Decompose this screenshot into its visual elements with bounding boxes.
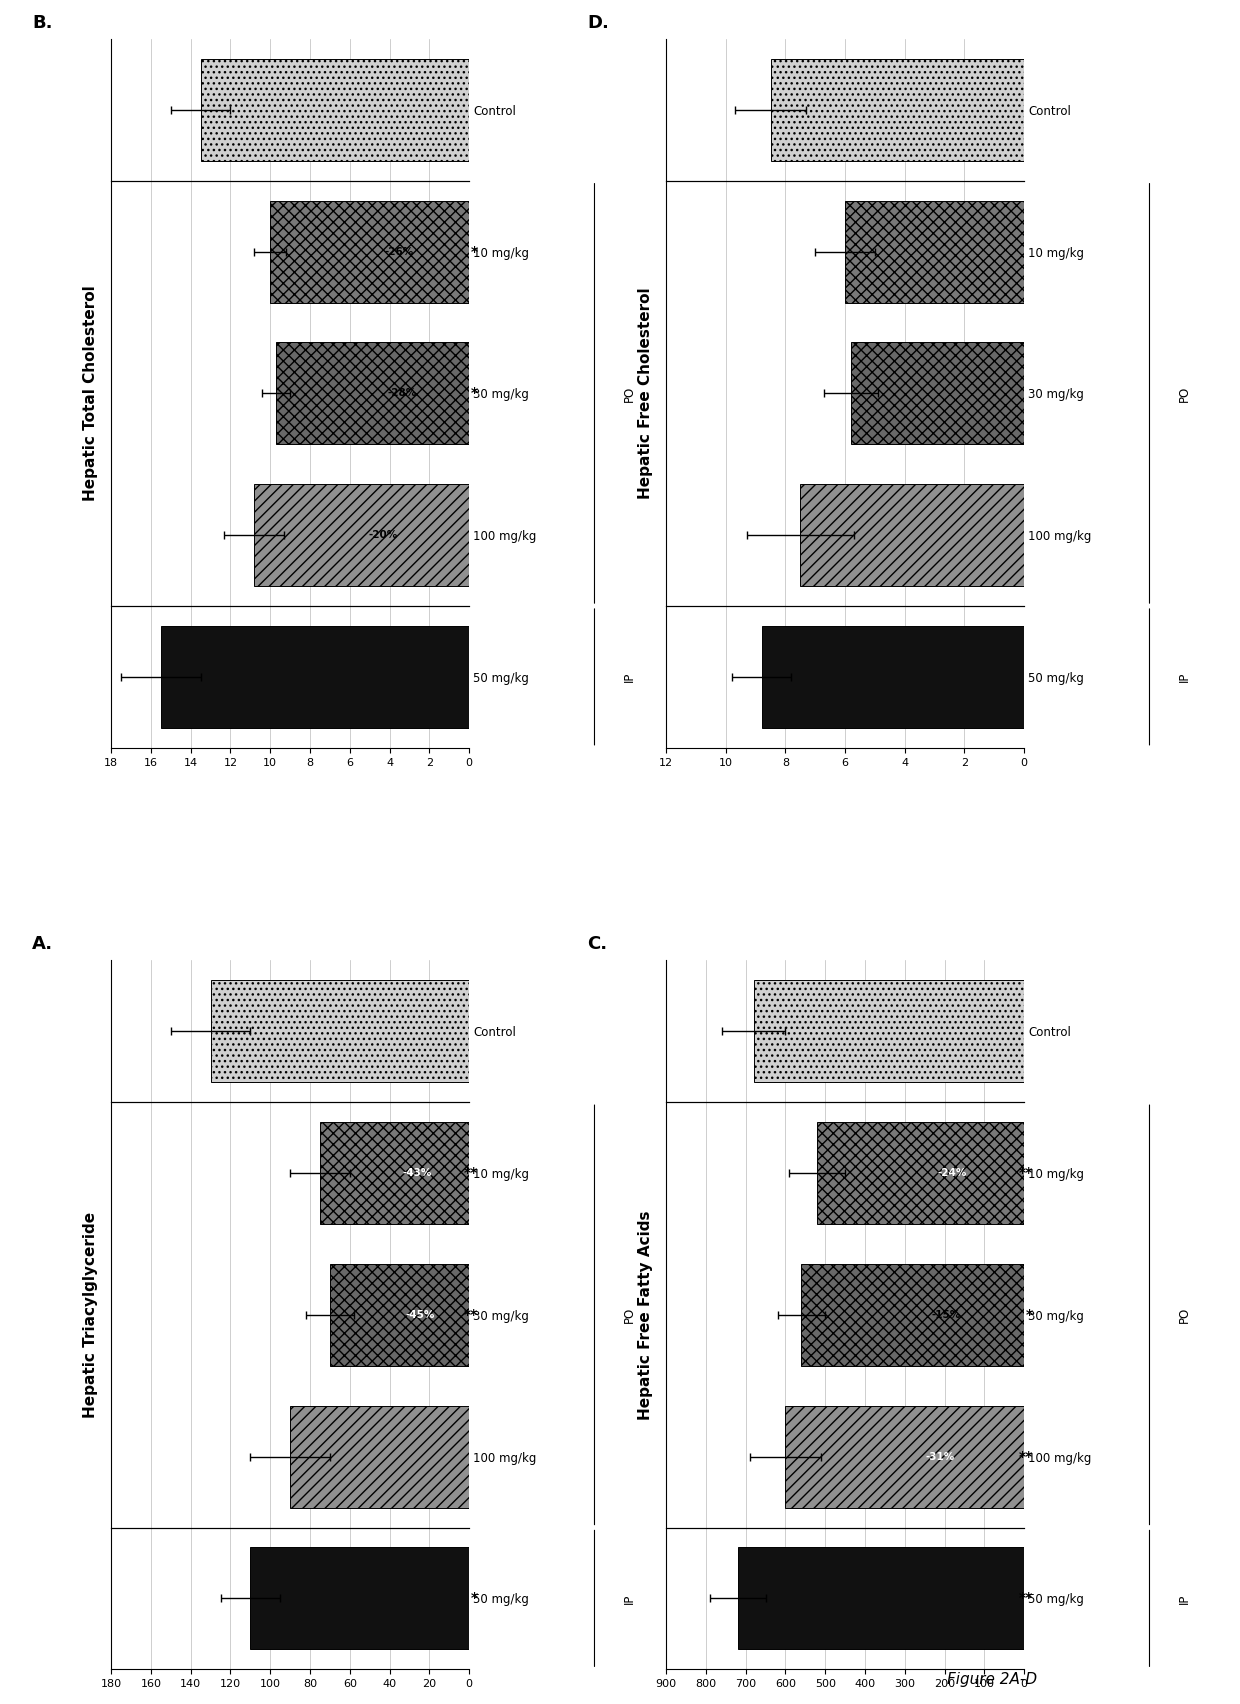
Text: -28%: -28% [387, 389, 417, 399]
Bar [800, 484, 1024, 586]
Bar [801, 1264, 1024, 1367]
Text: -20%: -20% [368, 530, 398, 540]
Text: -24%: -24% [937, 1169, 966, 1177]
Bar [290, 1406, 469, 1508]
Text: PO: PO [1178, 385, 1192, 402]
Text: -15%: -15% [931, 1310, 961, 1321]
Y-axis label: Hepatic Free Cholesterol: Hepatic Free Cholesterol [637, 288, 653, 499]
Y-axis label: Hepatic Total Cholesterol: Hepatic Total Cholesterol [83, 286, 98, 501]
Text: IP: IP [624, 1593, 636, 1603]
Bar [254, 484, 469, 586]
Text: Figure 2A-D: Figure 2A-D [947, 1672, 1037, 1687]
Text: D.: D. [588, 14, 609, 32]
Text: A.: A. [32, 935, 53, 953]
Bar [754, 980, 1024, 1082]
Bar [851, 343, 1024, 445]
Text: **: ** [464, 1309, 479, 1322]
Y-axis label: Hepatic Triacylglyceride: Hepatic Triacylglyceride [83, 1212, 98, 1418]
Bar [846, 201, 1024, 303]
Text: -26%: -26% [384, 247, 414, 257]
Bar [277, 343, 469, 445]
Bar [320, 1121, 469, 1223]
Text: IP: IP [1178, 1593, 1192, 1603]
Y-axis label: Hepatic Free Fatty Acids: Hepatic Free Fatty Acids [637, 1210, 653, 1419]
Text: IP: IP [624, 671, 636, 682]
Text: IP: IP [1178, 671, 1192, 682]
Text: B.: B. [32, 14, 53, 32]
Text: PO: PO [624, 385, 636, 402]
Text: PO: PO [624, 1307, 636, 1322]
Text: -31%: -31% [926, 1452, 955, 1462]
Text: -43%: -43% [402, 1169, 432, 1177]
Bar [817, 1121, 1024, 1223]
Bar [211, 980, 469, 1082]
Text: **: ** [1019, 1592, 1033, 1605]
Bar [330, 1264, 469, 1367]
Text: **: ** [464, 1166, 479, 1181]
Text: *: * [1025, 1309, 1033, 1322]
Bar [201, 60, 469, 160]
Bar [250, 1547, 469, 1649]
Text: **: ** [1019, 1166, 1033, 1181]
Bar [785, 1406, 1024, 1508]
Bar [738, 1547, 1024, 1649]
Text: C.: C. [588, 935, 608, 953]
Bar [270, 201, 469, 303]
Text: **: ** [1019, 1450, 1033, 1464]
Text: *: * [471, 245, 479, 259]
Text: PO: PO [1178, 1307, 1192, 1322]
Text: *: * [471, 387, 479, 400]
Bar [761, 625, 1024, 728]
Text: *: * [471, 1592, 479, 1605]
Text: -45%: -45% [405, 1310, 435, 1321]
Bar [770, 60, 1024, 160]
Bar [161, 625, 469, 728]
